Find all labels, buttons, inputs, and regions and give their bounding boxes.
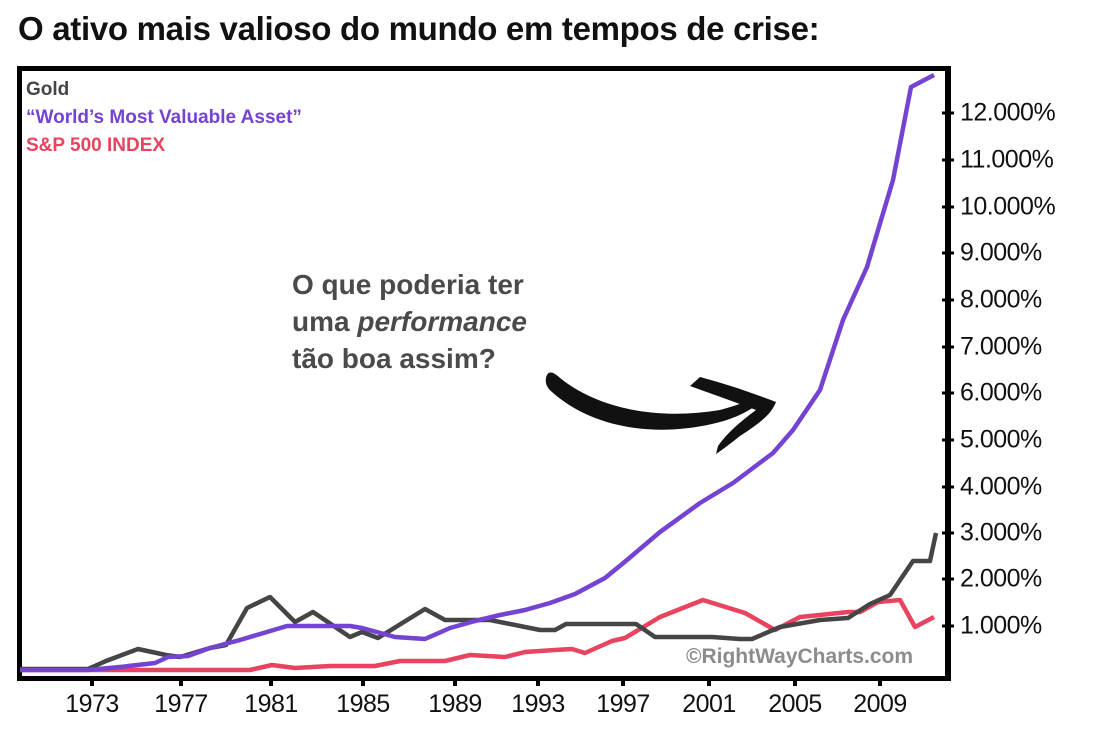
y-tick-label: 9.000% <box>960 238 1042 267</box>
legend-asset: “World’s Most Valuable Asset” <box>26 107 302 128</box>
y-tick-label: 10.000% <box>960 192 1056 221</box>
x-tick-label: 1993 <box>511 690 565 718</box>
legend-sp500: S&P 500 INDEX <box>26 135 166 156</box>
x-tick-label: 2001 <box>682 690 736 718</box>
x-tick-label: 2009 <box>853 690 907 718</box>
y-tick-label: 6.000% <box>960 378 1042 407</box>
y-tick-label: 1.000% <box>960 611 1042 640</box>
y-tick-label: 4.000% <box>960 472 1042 501</box>
legend-gold: Gold <box>26 79 70 100</box>
x-tick-label: 1985 <box>336 690 390 718</box>
curved-arrow-icon <box>545 372 776 454</box>
y-tick-label: 11.000% <box>960 145 1054 174</box>
y-tick-label: 5.000% <box>960 425 1042 454</box>
y-tick-label: 7.000% <box>960 332 1042 361</box>
x-tick-label: 1997 <box>596 690 650 718</box>
annotation-line-2: uma performance <box>292 303 527 340</box>
x-tick-label: 1989 <box>428 690 482 718</box>
chart-title: O ativo mais valioso do mundo em tempos … <box>18 10 820 47</box>
annotation-text: O que poderia ter uma performance tão bo… <box>292 266 527 377</box>
y-tick-label: 12.000% <box>960 98 1056 127</box>
y-axis-ticks <box>942 111 954 628</box>
x-tick-label: 1973 <box>65 690 119 718</box>
x-tick-label: 1981 <box>244 690 298 718</box>
y-tick-label: 3.000% <box>960 518 1042 547</box>
x-tick-label: 1977 <box>154 690 208 718</box>
annotation-line-3: tão boa assim? <box>292 343 496 374</box>
y-tick-label: 2.000% <box>960 564 1042 593</box>
x-tick-label: 2005 <box>768 690 822 718</box>
annotation-line-2-prefix: uma <box>292 306 358 337</box>
legend: Gold “World’s Most Valuable Asset” S&P 5… <box>26 76 302 160</box>
y-tick-label: 8.000% <box>960 285 1042 314</box>
annotation-line-1: O que poderia ter <box>292 269 524 300</box>
annotation-emphasis: performance <box>357 306 527 337</box>
x-axis-ticks <box>90 676 882 686</box>
asset-line <box>20 73 936 673</box>
watermark: ©RightWayCharts.com <box>686 645 914 668</box>
plot-frame <box>17 66 951 681</box>
